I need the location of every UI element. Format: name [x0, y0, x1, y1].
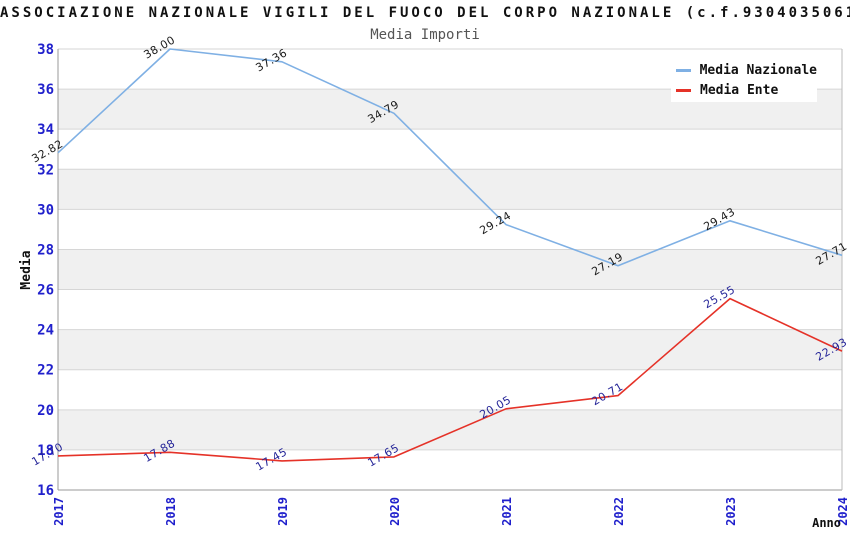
legend-label: Media Nazionale: [699, 62, 817, 78]
y-tick-label: 26: [37, 283, 54, 299]
y-axis-title: Media: [19, 250, 34, 289]
x-tick-label: 2023: [724, 497, 738, 526]
y-tick-label: 28: [37, 242, 54, 258]
y-tick-label: 24: [37, 323, 54, 339]
x-tick-label: 2019: [276, 497, 290, 526]
y-tick-label: 30: [37, 202, 54, 218]
y-tick-label: 18: [37, 443, 54, 459]
chart-subtitle: Media Importi: [370, 27, 480, 43]
y-tick-label: 36: [37, 82, 54, 98]
x-axis-title: Anno: [812, 516, 841, 530]
legend: Media Nazionale Media Ente: [671, 58, 817, 102]
grid-band: [58, 169, 842, 210]
y-tick-label: 20: [37, 403, 54, 419]
legend-line-swatch-nazionale: [676, 68, 691, 72]
x-tick-label: 2018: [164, 497, 178, 526]
grid-band: [58, 329, 842, 370]
series-line-media-nazionale: [57, 48, 843, 267]
legend-item: Media Nazionale: [671, 62, 817, 78]
legend-item: Media Ente: [671, 82, 817, 98]
legend-label: Media Ente: [700, 82, 779, 98]
grid-band: [58, 249, 842, 290]
chart-title: ASSOCIAZIONE NAZIONALE VIGILI DEL FUOCO …: [0, 5, 850, 21]
x-tick-label: 2021: [500, 497, 514, 526]
data-point-label: 20.71: [590, 380, 626, 408]
x-tick-label: 2022: [612, 497, 626, 526]
legend-line-swatch-ente: [676, 88, 691, 92]
x-tick-label: 2024: [836, 497, 850, 526]
y-tick-label: 34: [37, 122, 54, 138]
y-tick-label: 16: [37, 483, 54, 499]
data-point-label: 37.36: [254, 46, 290, 74]
y-tick-label: 22: [37, 363, 54, 379]
x-tick-label: 2020: [388, 497, 402, 526]
y-tick-label: 38: [37, 42, 54, 58]
series-line-media-ente: [57, 297, 843, 462]
y-tick-label: 32: [37, 162, 54, 178]
data-point-label: 32.82: [30, 137, 66, 165]
x-tick-label: 2017: [52, 497, 66, 526]
grid-band: [58, 409, 842, 450]
